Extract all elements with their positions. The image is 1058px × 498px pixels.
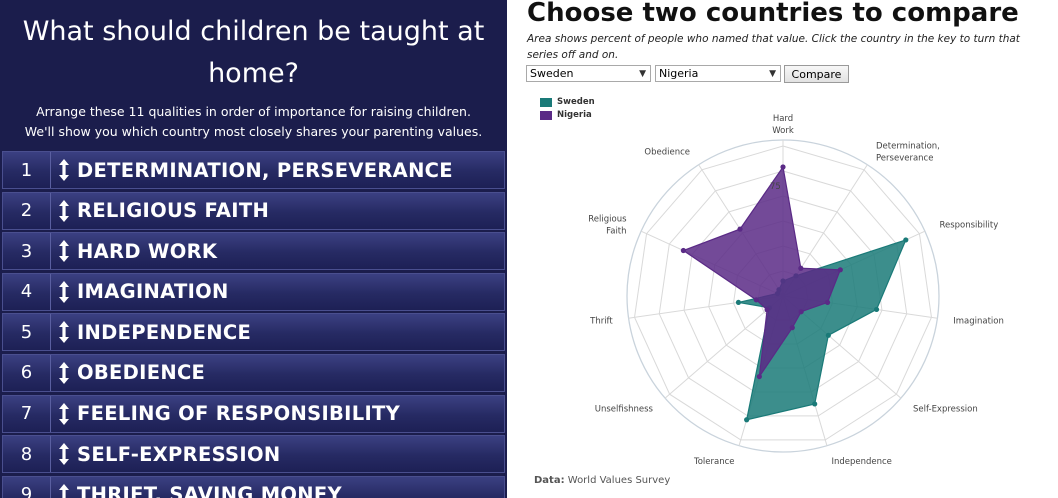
panel-instructions: Arrange these 11 qualities in order of i…: [10, 102, 497, 142]
data-point-sweden: [812, 401, 818, 407]
axis-label: Responsibility: [939, 221, 998, 231]
data-source: Data: World Values Survey: [534, 475, 670, 486]
axis-label: Unselfishness: [595, 405, 654, 415]
rank-number: 6: [3, 354, 51, 391]
ranking-item[interactable]: 6 OBEDIENCE: [2, 353, 505, 392]
ranking-item[interactable]: 4 IMAGINATION: [2, 272, 505, 311]
quality-label: INDEPENDENCE: [77, 320, 252, 344]
tick-label: 75: [770, 182, 781, 192]
ranking-item[interactable]: 9 THRIFT, SAVING MONEY: [2, 475, 505, 498]
axis-spoke: [664, 295, 784, 399]
country-1-value: Sweden: [530, 67, 574, 80]
rank-number: 9: [3, 476, 51, 498]
country-2-select[interactable]: Nigeria ▼: [655, 65, 781, 82]
compare-button[interactable]: Compare: [784, 65, 849, 83]
axis-label: Independence: [831, 457, 891, 467]
instructions-line-2: We'll show you which country most closel…: [24, 124, 483, 139]
data-point-sweden: [873, 306, 880, 313]
data-point-sweden: [735, 299, 742, 306]
axis-label: Tolerance: [693, 457, 735, 467]
data-point-nigeria: [764, 307, 770, 313]
quality-label: DETERMINATION, PERSEVERANCE: [77, 158, 453, 182]
data-point-nigeria: [737, 226, 743, 232]
series-area-nigeria: [682, 165, 842, 377]
rank-number: 5: [3, 314, 51, 351]
data-point-nigeria: [837, 267, 843, 273]
legend-item-sweden[interactable]: Sweden: [540, 97, 595, 107]
rank-number: 2: [3, 192, 51, 229]
legend-label-nigeria: Nigeria: [557, 110, 592, 120]
instructions-line-1: Arrange these 11 qualities in order of i…: [36, 104, 471, 119]
quality-label: FEELING OF RESPONSIBILITY: [77, 402, 401, 426]
drag-handle-icon[interactable]: [51, 193, 77, 229]
source-text: World Values Survey: [567, 475, 671, 486]
compare-title: Choose two countries to compare: [527, 0, 1019, 28]
legend-item-nigeria[interactable]: Nigeria: [540, 110, 592, 120]
axis-label: Imagination: [953, 316, 1004, 326]
axis-label: Obedience: [644, 147, 690, 157]
compare-description: Area shows percent of people who named t…: [527, 33, 1020, 61]
data-point-nigeria: [680, 247, 686, 254]
data-point-nigeria: [798, 265, 804, 271]
ranking-item[interactable]: 7 FEELING OF RESPONSIBILITY: [2, 394, 505, 433]
legend-swatch-nigeria: [540, 110, 552, 120]
legend-label-sweden: Sweden: [557, 97, 595, 107]
drag-handle-icon[interactable]: [51, 436, 77, 472]
drag-handle-icon[interactable]: [51, 355, 77, 391]
data-point-nigeria: [780, 164, 786, 170]
rank-number: 3: [3, 233, 51, 270]
quality-label: THRIFT, SAVING MONEY: [77, 483, 342, 498]
drag-handle-icon[interactable]: [51, 396, 77, 432]
axis-label: Thrift: [589, 316, 613, 326]
ranking-item[interactable]: 1 DETERMINATION, PERSEVERANCE: [2, 151, 505, 189]
data-point-nigeria: [756, 373, 762, 380]
radar-chart: 75 Hard Work Determination, Perseverance Resp…: [588, 114, 1004, 467]
ranking-item[interactable]: 3 HARD WORK: [2, 232, 505, 271]
quality-label: HARD WORK: [77, 239, 218, 263]
ranking-list: 1 DETERMINATION, PERSEVERANCE 2 RELIGIOUS F…: [2, 151, 505, 498]
ranking-item[interactable]: 5 INDEPENDENCE: [2, 313, 505, 352]
data-point-nigeria: [753, 297, 759, 303]
chevron-down-icon: ▼: [639, 69, 646, 79]
data-point-sweden: [825, 332, 831, 338]
data-point-nigeria: [789, 325, 795, 331]
rank-number: 1: [3, 152, 51, 188]
country-2-value: Nigeria: [659, 67, 699, 80]
grid-ring: [634, 145, 932, 441]
data-point-nigeria: [824, 299, 831, 306]
legend-swatch-sweden: [540, 97, 552, 107]
panel-title: What should children be taught at home?: [22, 16, 485, 89]
drag-handle-icon[interactable]: [51, 477, 77, 498]
drag-handle-icon[interactable]: [51, 233, 77, 269]
data-point-sweden: [744, 417, 750, 423]
ranking-item[interactable]: 2 RELIGIOUS FAITH: [2, 191, 505, 230]
ranking-panel: What should children be taught at home? …: [0, 0, 507, 498]
ranking-item[interactable]: 8 SELF-EXPRESSION: [2, 435, 505, 474]
quality-label: SELF-EXPRESSION: [77, 442, 281, 466]
axis-label: Self-Expression: [913, 405, 978, 415]
axis-label: Hard Work: [772, 114, 794, 136]
rank-number: 7: [3, 395, 51, 432]
drag-handle-icon[interactable]: [51, 152, 77, 188]
quality-label: IMAGINATION: [77, 280, 229, 304]
axis-label: Determination, Perseverance: [876, 141, 940, 163]
data-point-nigeria: [798, 309, 804, 315]
drag-handle-icon[interactable]: [51, 274, 77, 310]
compare-panel: Choose two countries to compare Area sho…: [507, 0, 1058, 498]
axis-label: Religious Faith: [588, 215, 627, 237]
chevron-down-icon: ▼: [769, 69, 776, 79]
quality-label: RELIGIOUS FAITH: [77, 199, 270, 223]
source-label: Data:: [534, 475, 565, 486]
grid-ring: [658, 170, 908, 417]
rank-number: 4: [3, 273, 51, 310]
quality-label: OBEDIENCE: [77, 361, 206, 385]
rank-number: 8: [3, 436, 51, 473]
country-1-select[interactable]: Sweden ▼: [526, 65, 651, 82]
drag-handle-icon[interactable]: [51, 314, 77, 350]
data-point-sweden: [903, 237, 909, 243]
